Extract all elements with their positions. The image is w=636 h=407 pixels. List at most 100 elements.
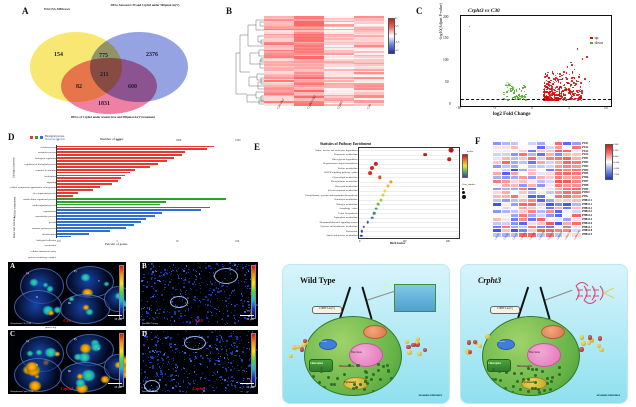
go-bar: cargo receptor activity xyxy=(34,232,90,323)
sims-ion-count xyxy=(238,282,240,284)
heatmap-f-cell xyxy=(562,148,574,155)
sims-ion-count xyxy=(143,277,145,279)
sims-ion-count xyxy=(179,352,181,353)
volcano-point-down xyxy=(504,98,507,101)
sims-ion-count xyxy=(184,283,185,284)
volcano-point-up xyxy=(551,94,553,96)
sims-ion-count xyxy=(170,336,173,339)
volcano-point-up xyxy=(581,90,583,92)
sims-ion-count xyxy=(228,336,230,338)
sims-ion-count xyxy=(245,264,247,266)
heatmap-f-cell xyxy=(536,163,547,170)
sims-ion-count xyxy=(156,345,158,347)
sims-ion-count xyxy=(200,378,202,381)
sims-ion-count xyxy=(151,304,152,306)
sims-ion-count xyxy=(241,264,243,266)
volcano-point-up xyxy=(571,80,573,82)
heatmap-b-cell xyxy=(354,104,384,106)
volcano-ytick-0: 0 xyxy=(449,102,451,106)
volcano-point-up xyxy=(572,76,574,79)
volcano-point-up xyxy=(579,90,581,93)
heatmap-b-cell xyxy=(294,16,324,18)
heatmap-f-cell xyxy=(562,167,574,174)
sims-ion-count xyxy=(242,369,244,372)
sims-ion-count xyxy=(190,359,193,362)
heatmap-b-cell xyxy=(354,85,384,87)
sims-ion-count xyxy=(213,372,215,374)
heatmap-f-cell xyxy=(544,224,556,231)
volcano-point-up xyxy=(574,97,576,100)
sims-ion-count xyxy=(233,263,235,265)
roi-outline xyxy=(214,268,238,284)
sims-ion-count xyxy=(151,263,153,265)
sims-ion-count xyxy=(193,281,196,283)
volcano-point-up xyxy=(554,79,557,81)
go-bar: catalytic activity xyxy=(39,209,202,277)
heatmap-f-cell xyxy=(527,167,538,174)
heatmap-b-cell xyxy=(354,96,384,98)
sims-ion-count xyxy=(140,383,141,384)
sims-ion-count xyxy=(236,267,238,269)
heatmap-b-cell xyxy=(354,97,384,100)
imaging-footer: NanoSIMS 75As map xyxy=(142,391,158,393)
heatmap-b-cell xyxy=(324,49,354,52)
sims-ion-count xyxy=(189,323,191,325)
sims-ion-count xyxy=(243,377,245,379)
volcano-point-down xyxy=(524,95,526,98)
sims-ion-count xyxy=(164,286,166,288)
sims-ion-count xyxy=(216,359,218,361)
sims-ion-count xyxy=(151,338,153,341)
sims-ion-count xyxy=(178,282,180,284)
heatmap-f-cell xyxy=(544,186,556,193)
heatmap-b-cell xyxy=(324,65,354,68)
volcano-point-up xyxy=(561,98,564,101)
dotplot-gridline xyxy=(359,213,459,215)
sims-ion-count xyxy=(239,370,240,371)
volcano-point-down xyxy=(518,94,520,96)
nucleus-wt xyxy=(349,343,383,367)
volcano-point-up xyxy=(563,71,565,73)
sims-ion-count xyxy=(210,282,212,284)
volcano-point-down xyxy=(519,97,522,100)
panel-e-pathway-dotplot: E Statistics of Pathway Enrichment Valin… xyxy=(250,128,476,253)
heatmap-b-cell xyxy=(294,88,324,90)
sims-ion-count xyxy=(147,272,149,274)
volcano-point-up xyxy=(558,90,561,92)
sims-ion-count xyxy=(200,287,202,290)
go-bar-label: protein-containing complex xyxy=(28,256,56,260)
volcano-point-up xyxy=(572,86,574,89)
sims-ion-count xyxy=(218,291,221,293)
heatmap-b-cell xyxy=(354,28,384,31)
volcano-point-up xyxy=(579,96,581,98)
volcano-point-up xyxy=(576,97,579,100)
volcano-point-up xyxy=(543,82,546,84)
heatmap-f-cell xyxy=(518,190,530,197)
heatmap-f-cell xyxy=(544,141,556,147)
volcano-point-up xyxy=(543,89,546,91)
heatmap-f-cell xyxy=(536,148,547,155)
heatmap-f-cell xyxy=(544,182,556,189)
go-bar-label: metabolic process xyxy=(38,151,56,155)
volcano-point-down xyxy=(525,99,527,101)
volcano-point-up xyxy=(563,96,566,99)
sims-ion-count xyxy=(150,356,152,358)
heatmap-f-cell xyxy=(492,224,503,231)
sims-ion-count xyxy=(150,263,153,266)
sims-ion-count xyxy=(161,358,164,361)
volcano-point-up xyxy=(562,99,565,102)
volcano-point-up xyxy=(562,73,565,76)
go-bar: binding xyxy=(48,206,211,271)
sims-ion-count xyxy=(209,304,212,307)
volcano-point-up xyxy=(564,86,567,89)
sims-ion-count xyxy=(239,335,241,337)
sims-ion-count xyxy=(238,382,240,384)
sims-ion-count xyxy=(151,365,154,367)
sims-ion-count xyxy=(225,296,226,298)
heatmap-b-cell xyxy=(264,75,294,78)
heatmap-f-cell xyxy=(509,198,521,204)
volcano-point-up xyxy=(571,72,574,74)
sims-ion-count xyxy=(212,374,214,377)
sims-ion-count xyxy=(142,284,145,287)
heatmap-b-cell xyxy=(264,25,294,28)
heatmap-b-cell xyxy=(264,101,294,103)
